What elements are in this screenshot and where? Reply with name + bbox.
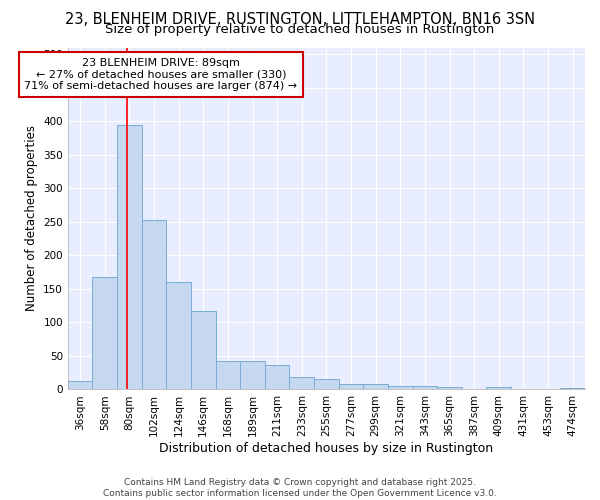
- Bar: [487, 388, 511, 390]
- Bar: [413, 386, 437, 390]
- Bar: [68, 382, 92, 390]
- Bar: [142, 220, 166, 390]
- Bar: [388, 386, 413, 390]
- Bar: [314, 380, 339, 390]
- Y-axis label: Number of detached properties: Number of detached properties: [25, 126, 38, 312]
- Text: Size of property relative to detached houses in Rustington: Size of property relative to detached ho…: [106, 22, 494, 36]
- Bar: [117, 124, 142, 390]
- Bar: [265, 364, 289, 390]
- Bar: [560, 388, 585, 390]
- Bar: [437, 388, 462, 390]
- X-axis label: Distribution of detached houses by size in Rustington: Distribution of detached houses by size …: [160, 442, 493, 455]
- Bar: [240, 360, 265, 390]
- Bar: [339, 384, 364, 390]
- Bar: [462, 389, 487, 390]
- Bar: [215, 360, 240, 390]
- Bar: [511, 389, 536, 390]
- Bar: [289, 378, 314, 390]
- Bar: [92, 277, 117, 390]
- Text: Contains HM Land Registry data © Crown copyright and database right 2025.
Contai: Contains HM Land Registry data © Crown c…: [103, 478, 497, 498]
- Text: 23, BLENHEIM DRIVE, RUSTINGTON, LITTLEHAMPTON, BN16 3SN: 23, BLENHEIM DRIVE, RUSTINGTON, LITTLEHA…: [65, 12, 535, 28]
- Bar: [166, 282, 191, 390]
- Bar: [191, 311, 215, 390]
- Text: 23 BLENHEIM DRIVE: 89sqm
← 27% of detached houses are smaller (330)
71% of semi-: 23 BLENHEIM DRIVE: 89sqm ← 27% of detach…: [25, 58, 298, 91]
- Bar: [364, 384, 388, 390]
